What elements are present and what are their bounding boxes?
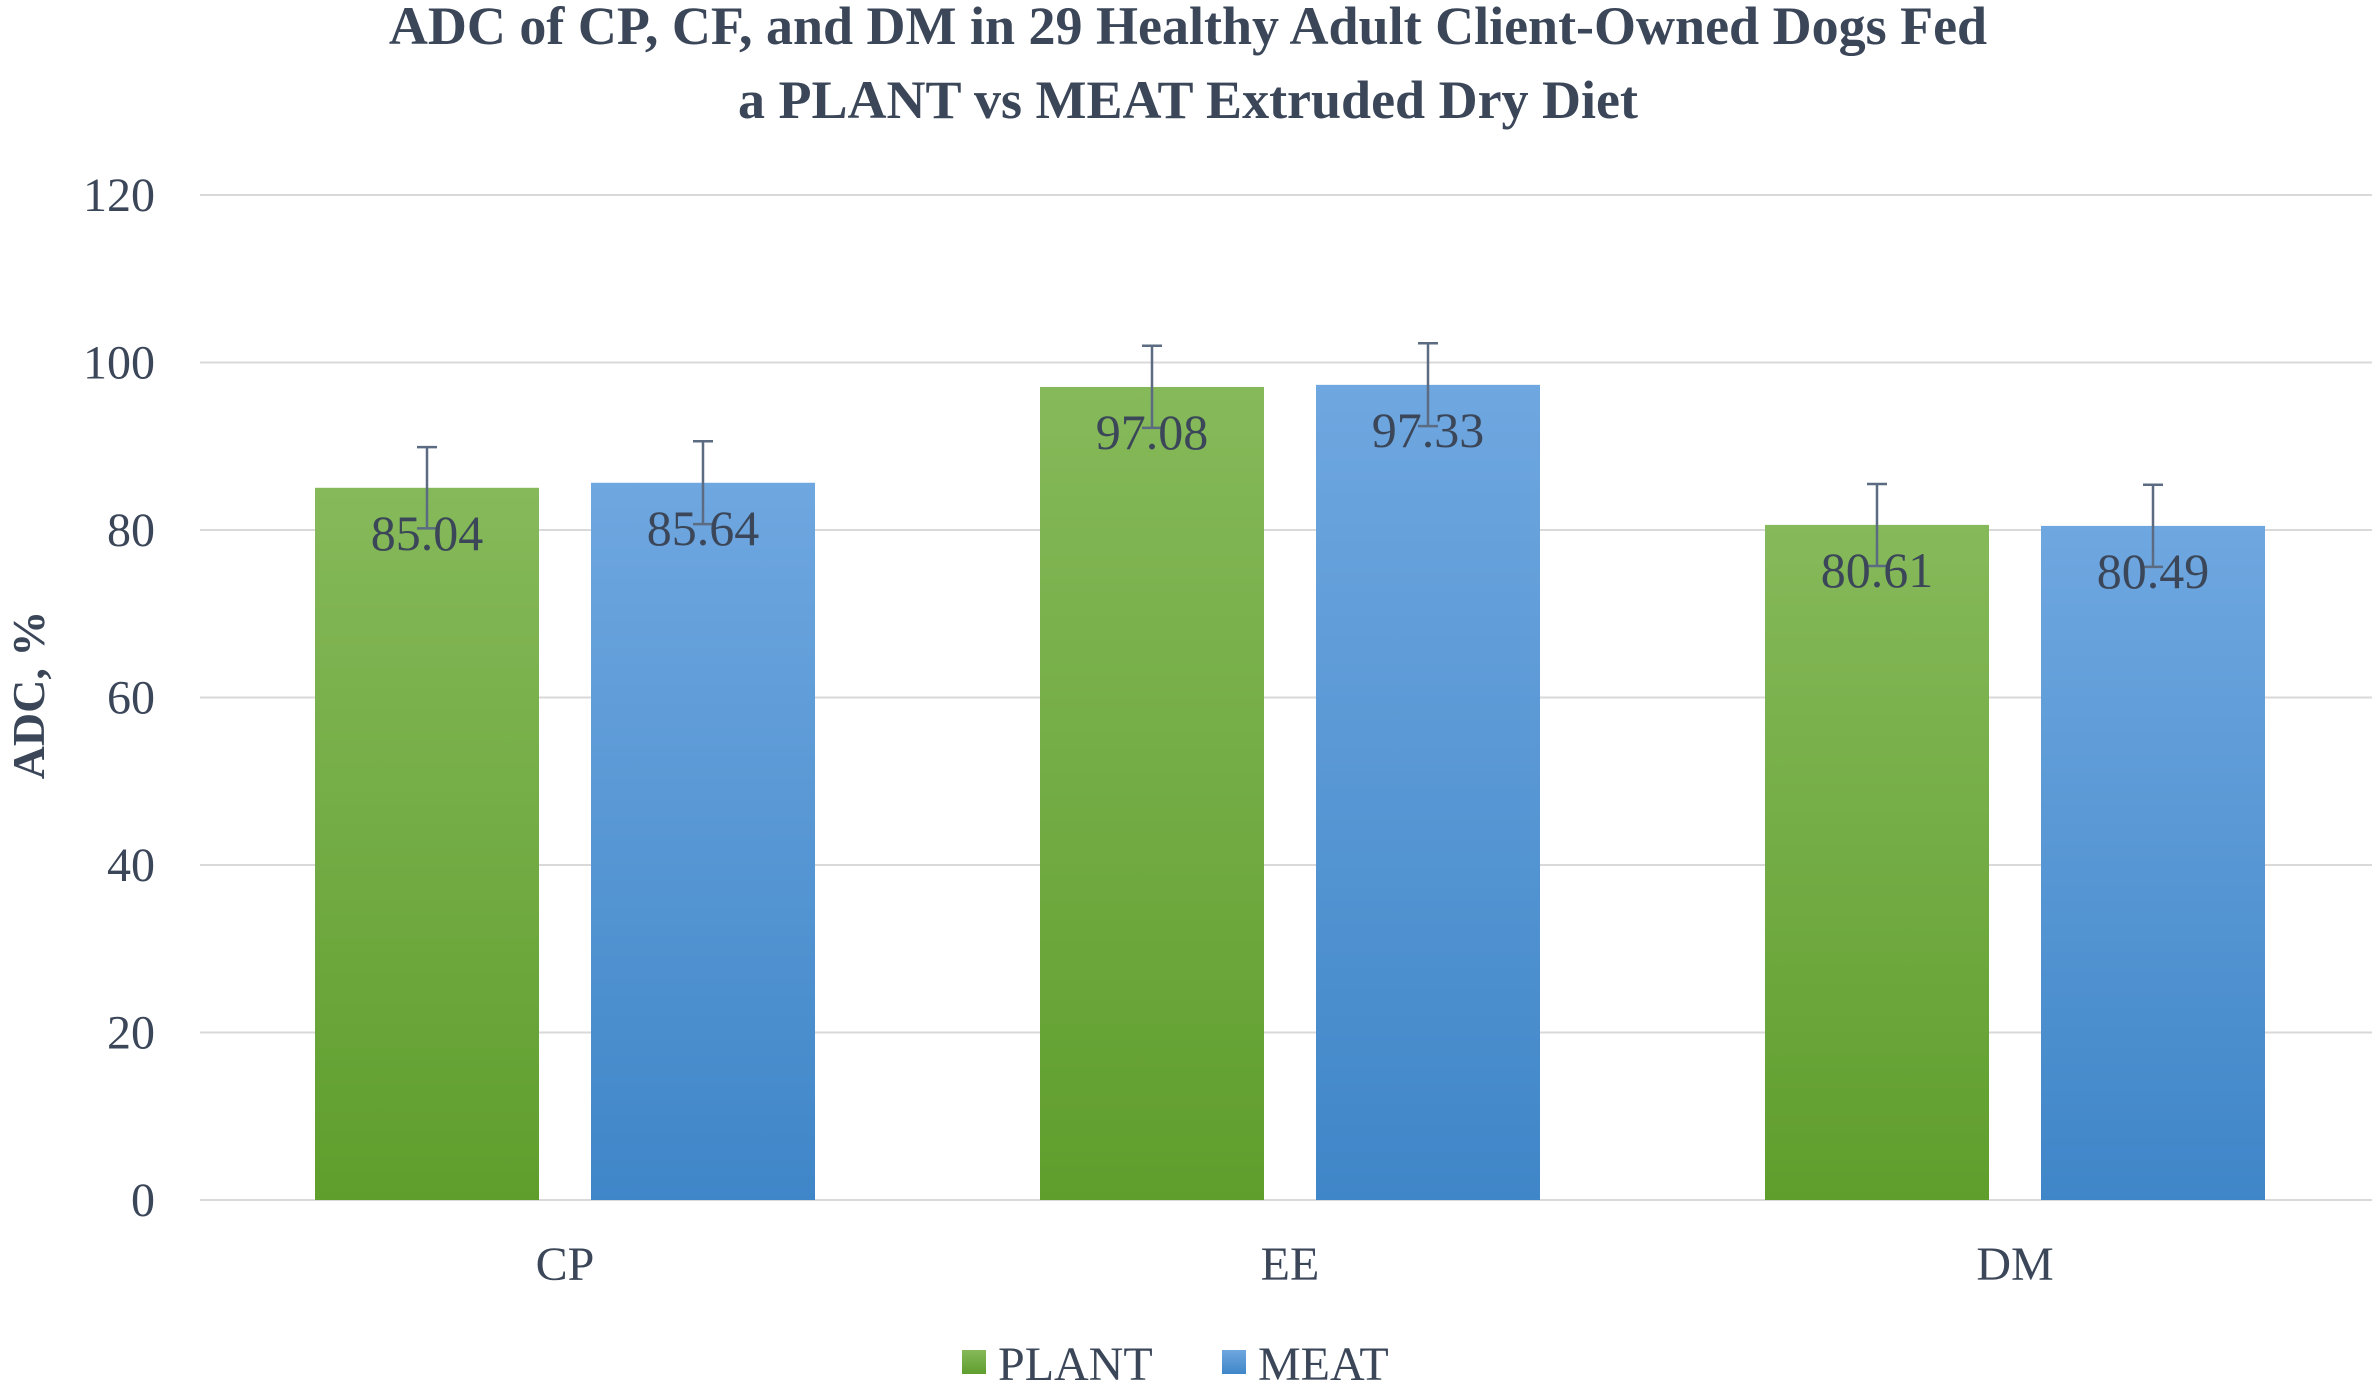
legend-label-plant: PLANT bbox=[998, 1338, 1153, 1391]
data-label-plant-ee: 97.08 bbox=[1096, 404, 1209, 460]
y-axis-ticks: 0 20 40 60 80 100 120 bbox=[83, 169, 155, 1227]
y-tick-label-40: 40 bbox=[107, 839, 155, 892]
y-tick-label-100: 100 bbox=[83, 337, 155, 390]
gridlines bbox=[200, 194, 2372, 1201]
y-tick-label-60: 60 bbox=[107, 672, 155, 725]
bar-plant-dm bbox=[1765, 524, 1989, 1200]
y-tick-label-0: 0 bbox=[131, 1174, 155, 1227]
data-labels: 85.04 85.64 97.08 97.33 80.61 80.49 bbox=[371, 402, 2210, 599]
error-bar-meat-cp bbox=[693, 439, 713, 526]
bar-meat-dm bbox=[2041, 525, 2265, 1200]
legend-label-meat: MEAT bbox=[1258, 1338, 1389, 1391]
bar-plant-ee bbox=[1040, 386, 1264, 1201]
bar-plant-cp bbox=[315, 487, 539, 1200]
error-bars bbox=[417, 341, 2163, 569]
legend-swatch-meat bbox=[1222, 1350, 1246, 1374]
x-axis-ticks: CP EE DM bbox=[536, 1238, 2054, 1291]
legend-swatch-plant bbox=[962, 1350, 986, 1374]
chart-title-line-2: a PLANT vs MEAT Extruded Dry Diet bbox=[738, 70, 1638, 130]
bar-meat-cp bbox=[591, 482, 815, 1200]
y-tick-label-80: 80 bbox=[107, 504, 155, 557]
error-bar-meat-dm bbox=[2143, 483, 2163, 569]
x-tick-label-ee: EE bbox=[1261, 1238, 1320, 1291]
bar-meat-ee bbox=[1316, 384, 1540, 1201]
x-tick-label-dm: DM bbox=[1976, 1238, 2053, 1291]
y-tick-label-120: 120 bbox=[83, 169, 155, 222]
x-tick-label-cp: CP bbox=[536, 1238, 595, 1291]
chart-title-line-1: ADC of CP, CF, and DM in 29 Healthy Adul… bbox=[389, 0, 1987, 56]
data-label-plant-dm: 80.61 bbox=[1821, 542, 1934, 598]
y-tick-label-20: 20 bbox=[107, 1007, 155, 1060]
y-axis-label: ADC, % bbox=[3, 611, 54, 780]
bars bbox=[315, 384, 2265, 1201]
error-bar-plant-cp bbox=[417, 445, 437, 530]
error-bar-plant-ee bbox=[1142, 344, 1162, 430]
data-label-plant-cp: 85.04 bbox=[371, 505, 484, 561]
error-bar-meat-ee bbox=[1418, 341, 1438, 428]
legend: PLANT MEAT bbox=[962, 1338, 1389, 1391]
data-label-meat-ee: 97.33 bbox=[1372, 402, 1485, 458]
data-label-meat-cp: 85.64 bbox=[647, 500, 760, 556]
data-label-meat-dm: 80.49 bbox=[2097, 543, 2210, 599]
error-bar-plant-dm bbox=[1867, 482, 1887, 568]
